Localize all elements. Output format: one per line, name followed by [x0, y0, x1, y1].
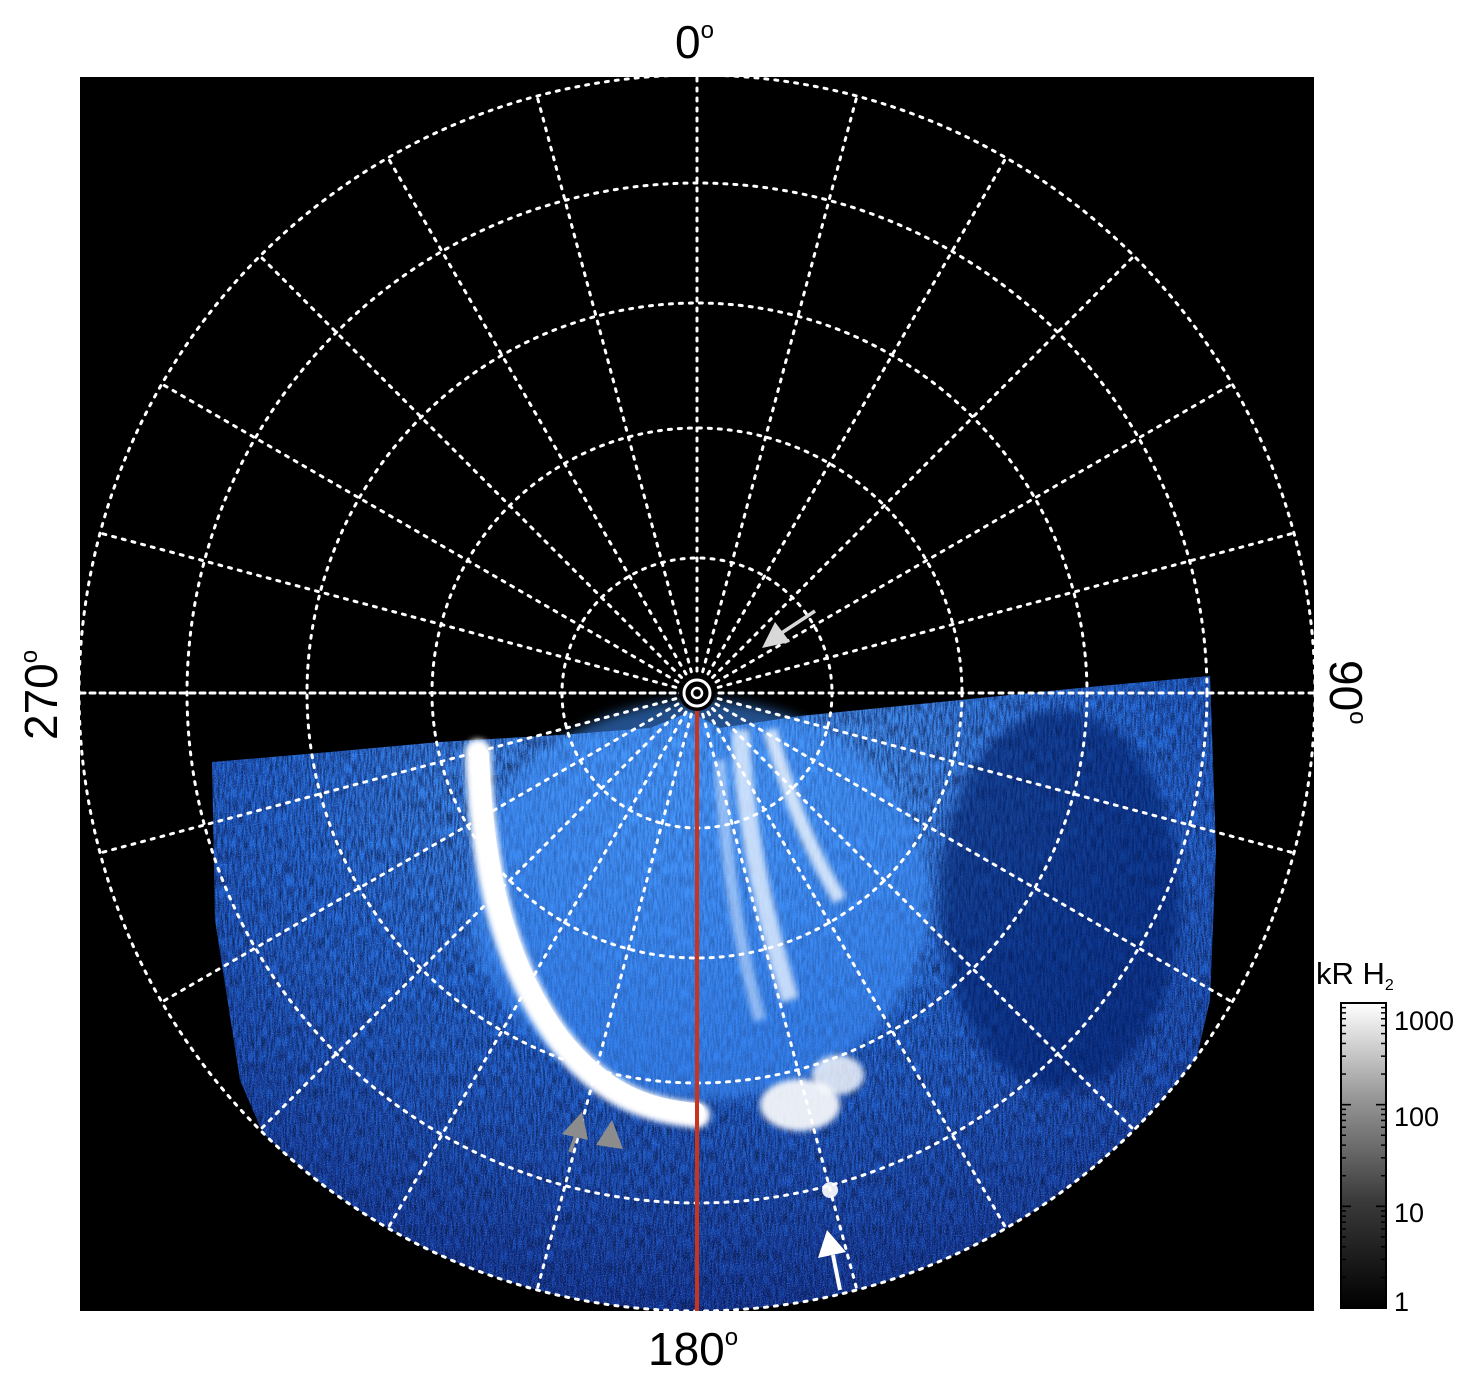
meridian-grid-line [711, 254, 1136, 679]
meridian-grid-line [258, 707, 683, 1132]
polar-cap-emission [470, 700, 930, 1100]
emission-streak-3 [714, 759, 766, 1022]
main-auroral-oval-core [475, 748, 704, 1117]
arrow-light-upper [762, 609, 816, 648]
emission-streak-2 [763, 728, 847, 904]
label-270-degree: o [16, 650, 43, 663]
label-0-text: 0 [675, 16, 701, 68]
colorbar-gradient [1340, 1002, 1387, 1309]
svg-text:90o: 90o [1320, 660, 1372, 725]
meridian-grid-line [706, 710, 1008, 1230]
meridian-grid-line [386, 710, 688, 1230]
emission-streak-1 [731, 729, 799, 1003]
colorbar-minor-ticks [1341, 1002, 1386, 1309]
arrow-white-lower [818, 1230, 846, 1291]
label-270-text: 270 [15, 663, 67, 740]
label-180-text: 180 [648, 1323, 725, 1375]
meridian-grid-line [160, 702, 680, 1004]
meridian-grid-line [386, 156, 688, 676]
dark-patch-right [940, 710, 1180, 1090]
colorbar-title: kR H2 [1316, 956, 1394, 994]
colorbar-tick-100: 100 [1394, 1102, 1439, 1132]
image-panel [80, 77, 1314, 1311]
colorbar-tick-1: 1 [1394, 1287, 1409, 1317]
meridian-grid-line [535, 94, 693, 674]
meridian-grid-line [160, 382, 680, 684]
meridian-grid-line [98, 531, 678, 689]
meridian-grid-line [535, 712, 693, 1292]
colorbar-tick-1000: 1000 [1394, 1006, 1454, 1036]
meridian-grid-line [98, 697, 678, 855]
svg-text:0o: 0o [675, 16, 714, 68]
pole-marker [679, 675, 715, 711]
meridian-grid-line [714, 382, 1234, 684]
meridian-grid-line [258, 254, 683, 679]
meridian-grid-line [706, 156, 1008, 676]
meridian-grid-line [701, 94, 859, 674]
label-90deg: 90o [1320, 660, 1372, 725]
label-270deg: 270o [15, 650, 67, 740]
label-0deg: 0o [675, 16, 714, 68]
colorbar: kR H2 1000 100 10 1 [1316, 956, 1454, 1317]
label-90-degree: o [1344, 711, 1371, 724]
meridian-grid-line [701, 712, 859, 1292]
label-180-degree: o [725, 1324, 738, 1351]
meridian-grid-line [716, 531, 1296, 689]
meridian-grid-line [711, 707, 1136, 1132]
meridian-grid-line [714, 702, 1234, 1004]
aurora-emission [212, 676, 1216, 1311]
colorbar-title-subscript: 2 [1385, 977, 1394, 994]
polar-grid [80, 77, 1314, 1311]
label-180deg: 180o [648, 1323, 738, 1375]
meridian-grid-line [716, 697, 1296, 855]
svg-text:180o: 180o [648, 1323, 738, 1375]
label-0-degree: o [701, 17, 714, 44]
colorbar-tick-10: 10 [1394, 1198, 1424, 1228]
emission-blob-1 [760, 1079, 840, 1131]
svg-text:270o: 270o [15, 650, 67, 740]
label-90-text: 90 [1320, 660, 1372, 711]
arrow-gray-left-2 [596, 1120, 623, 1149]
emission-blob-2 [812, 1055, 864, 1095]
arrow-gray-left-1 [562, 1112, 588, 1153]
